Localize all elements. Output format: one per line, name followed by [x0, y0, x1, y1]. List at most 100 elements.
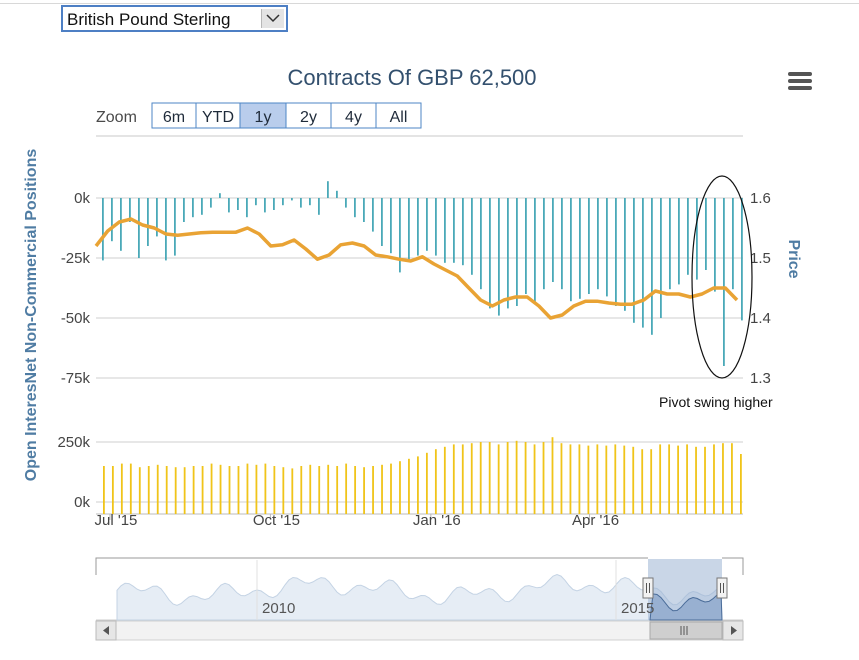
- zoom-4y-button[interactable]: 4y: [330, 102, 377, 129]
- scrollbar-thumb[interactable]: [649, 621, 723, 640]
- open-interest-bar: [103, 466, 105, 514]
- net-position-bar: [291, 198, 293, 201]
- scroll-left-button[interactable]: [95, 620, 117, 641]
- zoom-1y-button[interactable]: 1y: [239, 102, 287, 129]
- annotation-ellipse: [691, 175, 753, 379]
- price-tick-label: 1.4: [750, 310, 771, 327]
- scrollbar[interactable]: [95, 620, 744, 641]
- open-interest-bar: [605, 445, 608, 514]
- x-tick-label: Apr '16: [572, 512, 619, 529]
- open-interest-bar: [686, 444, 688, 514]
- open-interest-bar: [273, 466, 276, 514]
- navigator[interactable]: 2010 2015: [95, 557, 744, 621]
- open-interest-bar: [201, 466, 204, 514]
- net-position-bar: [273, 198, 275, 210]
- navigator-handle-left[interactable]: [642, 577, 654, 599]
- open-interest-bar: [461, 444, 464, 514]
- open-interest-bar: [255, 464, 258, 514]
- open-interest-bar: [623, 445, 626, 514]
- open-interest-bar: [524, 442, 527, 514]
- open-interest-bar: [228, 466, 231, 514]
- open-interest-bar: [578, 444, 581, 514]
- net-position-bar: [525, 198, 527, 294]
- open-interest-bar: [614, 444, 617, 514]
- open-interest-bar: [165, 466, 168, 514]
- zoom-ytd-button[interactable]: YTD: [195, 102, 241, 129]
- price-tick-label: 1.6: [750, 190, 771, 207]
- open-interest-bar: [569, 444, 572, 514]
- navigator-handle-right[interactable]: [716, 577, 728, 599]
- open-interest-bar: [695, 446, 697, 514]
- open-interest-bar: [390, 463, 392, 514]
- net-position-bar: [561, 198, 563, 290]
- open-interest-bar: [174, 467, 177, 514]
- net-position-bar: [498, 198, 500, 316]
- scroll-right-button[interactable]: [722, 620, 744, 641]
- net-position-bar: [327, 181, 329, 198]
- net-tick-label: -75k: [61, 370, 91, 387]
- zoom-button-label: 2y: [300, 109, 317, 126]
- net-position-bar: [606, 198, 608, 297]
- price-tick-label: 1.5: [750, 250, 771, 267]
- oi-tick-label: 0k: [74, 494, 90, 511]
- open-interest-bar: [192, 466, 195, 514]
- net-position-bar: [120, 198, 122, 251]
- open-interest-bar: [650, 449, 653, 514]
- net-position-bar: [534, 198, 536, 304]
- net-position-bar: [354, 198, 356, 218]
- menu-icon[interactable]: [788, 72, 812, 90]
- net-position-bar: [516, 198, 518, 306]
- net-tick-label: -50k: [61, 310, 91, 327]
- net-position-bar: [543, 198, 545, 290]
- net-position-bar: [489, 198, 491, 309]
- zoom-button-label: 6m: [163, 109, 185, 126]
- open-interest-bar: [120, 463, 123, 514]
- net-position-bar: [345, 198, 347, 208]
- open-interest-bar: [399, 461, 401, 514]
- net-position-bar: [552, 198, 554, 282]
- navigator-label-2015: 2015: [621, 600, 654, 617]
- net-position-bar: [165, 198, 167, 261]
- open-interest-bar: [291, 468, 294, 514]
- zoom-6m-button[interactable]: 6m: [151, 102, 197, 129]
- open-interest-bar: [381, 464, 383, 514]
- open-interest-bar: [219, 464, 222, 514]
- net-position-bar: [390, 198, 392, 254]
- net-position-bar: [615, 198, 617, 306]
- open-interest-bar: [587, 445, 590, 514]
- net-position-bar: [192, 198, 194, 218]
- open-interest-bar: [111, 466, 114, 514]
- y2-axis-title: Price: [785, 239, 802, 278]
- net-position-bar: [705, 198, 707, 270]
- open-interest-bar: [237, 466, 240, 514]
- open-interest-bar: [632, 446, 635, 514]
- zoom-all-button[interactable]: All: [375, 102, 422, 129]
- open-interest-bar: [677, 445, 679, 514]
- net-position-bar: [201, 198, 203, 215]
- zoom-button-label: 4y: [345, 109, 362, 126]
- net-position-bar: [462, 198, 464, 266]
- net-position-bar: [480, 198, 482, 290]
- net-position-bar: [300, 198, 302, 208]
- chevron-down-icon[interactable]: [261, 9, 284, 28]
- net-position-bar: [102, 198, 104, 261]
- open-interest-bar: [488, 442, 491, 514]
- net-position-bar: [669, 198, 671, 290]
- open-interest-bar: [183, 467, 186, 514]
- open-interest-bar: [129, 463, 132, 514]
- net-position-bar: [372, 198, 374, 232]
- net-position-bar: [579, 198, 581, 299]
- open-interest-bar: [443, 446, 446, 514]
- open-interest-bar: [596, 444, 599, 514]
- open-interest-bar: [354, 466, 357, 514]
- open-interest-bar: [264, 463, 267, 514]
- net-position-bar: [309, 198, 311, 206]
- net-position-bar: [381, 198, 383, 246]
- net-position-bar: [426, 198, 428, 251]
- chart-title: Contracts Of GBP 62,500: [287, 65, 536, 90]
- currency-select[interactable]: British Pound Sterling: [61, 5, 288, 32]
- currency-select-value: British Pound Sterling: [67, 10, 231, 29]
- net-position-bar: [138, 198, 140, 258]
- zoom-2y-button[interactable]: 2y: [285, 102, 332, 129]
- open-interest-bar: [713, 444, 715, 514]
